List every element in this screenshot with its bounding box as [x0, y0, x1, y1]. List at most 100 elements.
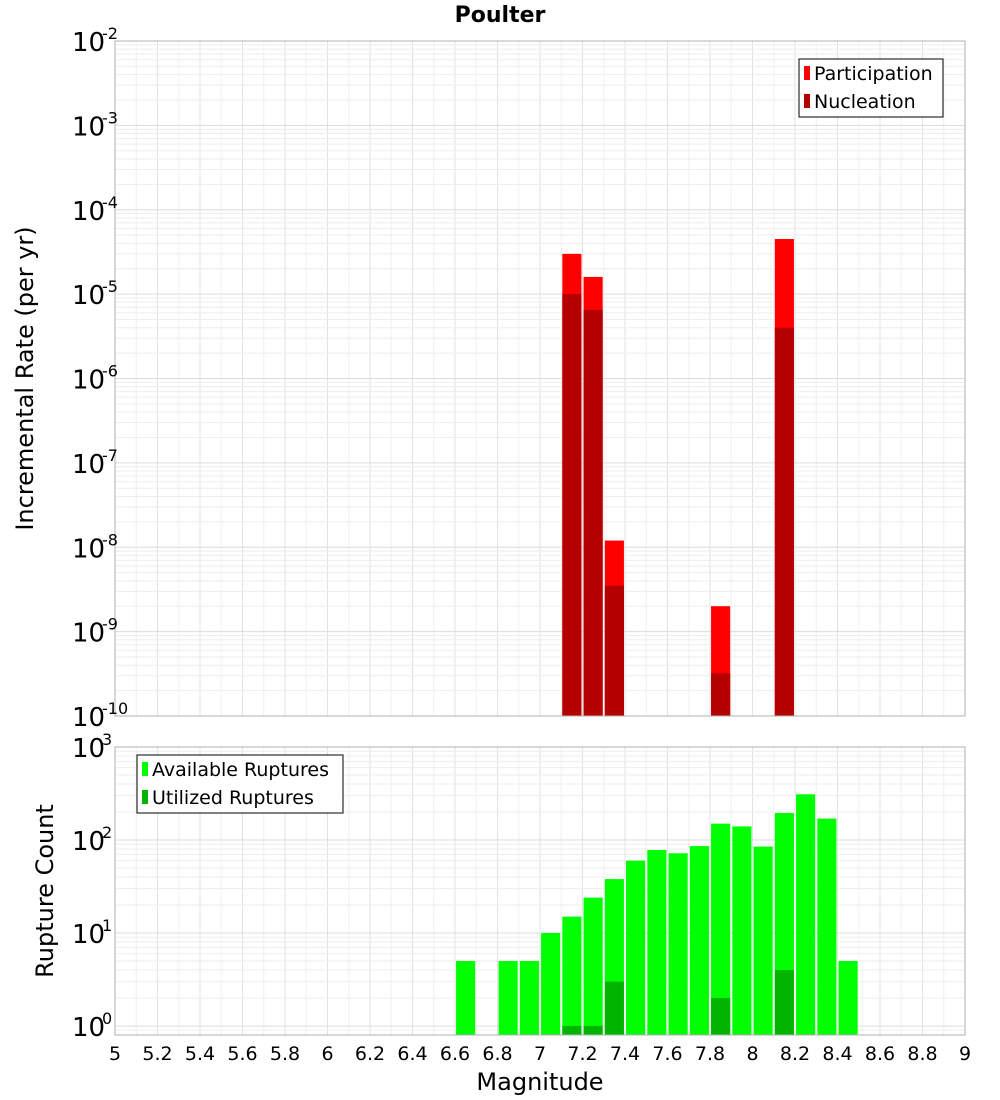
x-tick-label: 8.8 [907, 1043, 937, 1065]
y-tick-exponent: -8 [102, 530, 118, 549]
bar-available-ruptures [647, 850, 667, 1035]
bar-available-ruptures [626, 860, 646, 1035]
x-tick-label: 5.2 [142, 1043, 172, 1065]
y-tick-exponent: -10 [102, 699, 128, 718]
y-tick-label: 10 [72, 366, 105, 396]
y-tick-exponent: 2 [102, 823, 112, 842]
y-tick-exponent: -7 [102, 446, 118, 465]
y-tick-exponent: 3 [102, 730, 112, 749]
y-tick-exponent: -2 [102, 24, 118, 43]
x-tick-label: 9 [959, 1043, 971, 1065]
x-tick-label: 6.8 [482, 1043, 512, 1065]
x-tick-label: 7.8 [695, 1043, 725, 1065]
legend-swatch [142, 762, 148, 776]
x-tick-label: 8.4 [822, 1043, 852, 1065]
bar-available-ruptures [498, 960, 518, 1035]
y-tick-label: 10 [72, 1013, 105, 1043]
bar-available-ruptures [583, 897, 603, 1035]
x-tick-label: 5.8 [270, 1043, 300, 1065]
rate-y-axis-label: Incremental Rate (per yr) [11, 226, 39, 530]
bar-utilized-ruptures [711, 997, 731, 1035]
bar-available-ruptures [732, 826, 752, 1035]
x-tick-label: 8.6 [865, 1043, 895, 1065]
bar-utilized-ruptures [562, 1025, 582, 1035]
y-tick-label: 10 [72, 450, 105, 480]
x-tick-label: 5.6 [227, 1043, 257, 1065]
x-tick-label: 8 [746, 1043, 758, 1065]
rate-y-ticks: 10-210-310-410-510-610-710-810-910-10 [72, 24, 128, 733]
bar-available-ruptures [689, 846, 709, 1035]
y-tick-label: 10 [72, 112, 105, 142]
bar-utilized-ruptures [774, 969, 794, 1035]
chart-title: Poulter [455, 3, 546, 28]
y-tick-label: 10 [72, 281, 105, 311]
bar-nucleation [583, 309, 603, 716]
y-tick-label: 10 [72, 28, 105, 58]
bar-available-ruptures [456, 960, 476, 1035]
rate-bars [562, 239, 794, 716]
bar-nucleation [711, 673, 731, 716]
legend-box [798, 58, 944, 118]
y-tick-label: 10 [72, 827, 105, 857]
count-bars [456, 794, 858, 1035]
bar-available-ruptures [838, 960, 858, 1035]
rate-gridlines [114, 41, 966, 717]
legend-label: Participation [814, 63, 933, 85]
bar-nucleation [774, 327, 794, 716]
y-tick-exponent: -3 [102, 108, 118, 127]
y-tick-label: 10 [72, 534, 105, 564]
x-tick-label: 6 [321, 1043, 333, 1065]
x-tick-label: 7 [534, 1043, 546, 1065]
x-tick-label: 5 [109, 1043, 121, 1065]
bar-available-ruptures [519, 960, 539, 1035]
y-tick-exponent: -5 [102, 277, 118, 296]
x-tick-label: 7.2 [567, 1043, 597, 1065]
x-tick-label: 8.2 [780, 1043, 810, 1065]
bar-available-ruptures [711, 823, 731, 1035]
count-plot-frame [114, 746, 966, 1036]
y-tick-exponent: 1 [102, 916, 112, 935]
x-tick-label: 6.4 [397, 1043, 427, 1065]
y-tick-label: 10 [72, 920, 105, 950]
legend-box [136, 754, 344, 814]
bar-available-ruptures [541, 932, 561, 1035]
rate-panel: 10-210-310-410-510-610-710-810-910-10 In… [11, 24, 966, 733]
x-tick-label: 6.2 [355, 1043, 385, 1065]
y-tick-exponent: -4 [102, 193, 118, 212]
bar-available-ruptures [562, 916, 582, 1035]
x-axis-label: Magnitude [476, 1068, 603, 1096]
count-legend: Available Ruptures Utilized Ruptures [136, 754, 344, 814]
y-tick-exponent: 0 [102, 1009, 112, 1028]
y-tick-exponent: -9 [102, 615, 118, 634]
rate-legend: Participation Nucleation [798, 58, 944, 118]
x-tick-label: 7.6 [652, 1043, 682, 1065]
bar-utilized-ruptures [604, 981, 624, 1035]
bar-available-ruptures [668, 853, 688, 1035]
bar-nucleation [562, 294, 582, 716]
count-y-axis-label: Rupture Count [31, 804, 59, 978]
legend-label: Nucleation [814, 91, 916, 113]
bar-nucleation [604, 585, 624, 716]
y-tick-label: 10 [72, 197, 105, 227]
legend-swatch [804, 66, 810, 80]
x-tick-label: 5.4 [185, 1043, 215, 1065]
x-tick-label: 6.6 [440, 1043, 470, 1065]
y-tick-label: 10 [72, 734, 105, 764]
bar-available-ruptures [753, 846, 773, 1035]
legend-label: Available Ruptures [152, 759, 329, 781]
y-tick-exponent: -6 [102, 362, 118, 381]
legend-swatch [142, 790, 148, 804]
y-tick-label: 10 [72, 619, 105, 649]
rate-plot-frame [114, 40, 966, 717]
bar-available-ruptures [796, 794, 816, 1035]
legend-swatch [804, 94, 810, 108]
legend-label: Utilized Ruptures [152, 787, 314, 809]
x-tick-label: 7.4 [610, 1043, 640, 1065]
bar-available-ruptures [817, 818, 837, 1035]
bar-utilized-ruptures [583, 1025, 603, 1035]
x-axis-ticks: 5 5.2 5.4 5.6 5.8 6 6.2 6.4 6.6 6.8 7 7.2 7.4 7.6 7.8 8… [109, 1043, 971, 1065]
y-tick-label: 10 [72, 703, 105, 733]
